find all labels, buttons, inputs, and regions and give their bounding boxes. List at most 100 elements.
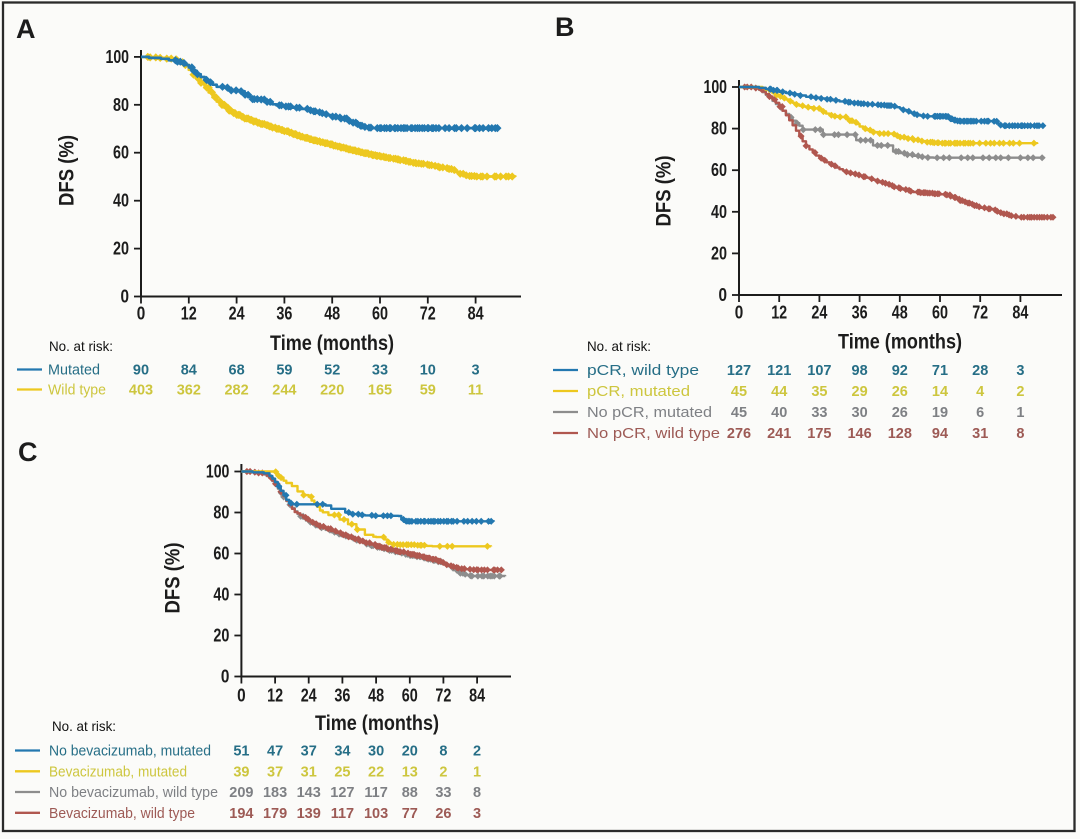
svg-text:48: 48 [368, 686, 384, 706]
svg-text:276: 276 [727, 426, 751, 442]
svg-text:6: 6 [976, 405, 984, 421]
svg-text:Time (months): Time (months) [270, 332, 394, 355]
svg-text:60: 60 [213, 544, 229, 564]
svg-text:35: 35 [811, 384, 827, 400]
svg-text:Bevacizumab, mutated: Bevacizumab, mutated [49, 764, 187, 780]
svg-text:45: 45 [731, 405, 747, 421]
svg-text:71: 71 [932, 363, 948, 379]
svg-text:28: 28 [972, 363, 988, 379]
svg-text:0: 0 [121, 287, 130, 307]
svg-text:33: 33 [372, 363, 388, 379]
svg-text:22: 22 [368, 764, 384, 780]
svg-text:34: 34 [334, 744, 350, 760]
svg-text:33: 33 [435, 785, 451, 801]
svg-text:45: 45 [731, 384, 747, 400]
svg-text:72: 72 [435, 686, 451, 706]
svg-text:0: 0 [221, 667, 230, 687]
svg-text:60: 60 [932, 303, 948, 323]
svg-text:0: 0 [237, 686, 246, 706]
svg-text:59: 59 [276, 363, 292, 379]
svg-text:88: 88 [402, 785, 418, 801]
svg-text:94: 94 [932, 426, 948, 442]
svg-text:48: 48 [324, 304, 340, 324]
svg-text:59: 59 [420, 383, 436, 399]
svg-text:2: 2 [473, 744, 481, 760]
svg-text:128: 128 [888, 426, 912, 442]
svg-text:20: 20 [213, 626, 229, 646]
svg-text:C: C [18, 437, 38, 467]
svg-text:100: 100 [704, 77, 728, 97]
svg-text:100: 100 [106, 47, 130, 67]
svg-text:pCR, wild type: pCR, wild type [587, 363, 699, 379]
svg-text:4: 4 [976, 384, 984, 400]
svg-text:14: 14 [932, 384, 948, 400]
svg-text:103: 103 [364, 806, 388, 822]
svg-text:51: 51 [233, 744, 249, 760]
svg-text:pCR, mutated: pCR, mutated [587, 384, 690, 400]
svg-text:Time (months): Time (months) [838, 331, 962, 354]
svg-text:77: 77 [402, 806, 418, 822]
svg-text:0: 0 [735, 303, 744, 323]
svg-text:No bevacizumab, wild type: No bevacizumab, wild type [49, 785, 218, 801]
svg-text:26: 26 [892, 405, 908, 421]
svg-text:30: 30 [852, 405, 868, 421]
svg-text:282: 282 [224, 383, 248, 399]
svg-text:403: 403 [129, 383, 153, 399]
svg-text:12: 12 [771, 303, 787, 323]
svg-text:Bevacizumab, wild type: Bevacizumab, wild type [49, 806, 195, 822]
svg-text:98: 98 [852, 363, 868, 379]
svg-text:25: 25 [334, 764, 350, 780]
svg-text:1: 1 [473, 764, 481, 780]
svg-text:220: 220 [320, 383, 344, 399]
svg-text:No pCR, mutated: No pCR, mutated [587, 405, 712, 421]
svg-text:44: 44 [771, 384, 787, 400]
svg-text:Mutated: Mutated [48, 363, 100, 379]
svg-text:3: 3 [472, 363, 480, 379]
svg-text:20: 20 [113, 239, 129, 259]
svg-text:84: 84 [1012, 303, 1028, 323]
svg-text:DFS (%): DFS (%) [162, 543, 185, 614]
svg-text:40: 40 [213, 585, 229, 605]
svg-text:117: 117 [364, 785, 387, 801]
svg-text:13: 13 [402, 764, 418, 780]
svg-text:72: 72 [420, 304, 436, 324]
svg-text:11: 11 [468, 383, 483, 399]
svg-text:31: 31 [972, 426, 988, 442]
svg-text:139: 139 [297, 806, 321, 822]
svg-text:No. at risk:: No. at risk: [587, 338, 651, 354]
svg-text:26: 26 [892, 384, 908, 400]
svg-text:60: 60 [402, 686, 418, 706]
svg-text:2: 2 [1016, 384, 1024, 400]
svg-text:362: 362 [177, 383, 201, 399]
svg-text:146: 146 [847, 426, 871, 442]
svg-text:179: 179 [263, 806, 287, 822]
svg-text:24: 24 [811, 303, 827, 323]
svg-text:3: 3 [1016, 363, 1024, 379]
svg-text:80: 80 [711, 119, 727, 139]
svg-text:175: 175 [807, 426, 831, 442]
svg-text:36: 36 [852, 303, 868, 323]
svg-text:52: 52 [324, 363, 340, 379]
svg-text:194: 194 [229, 806, 253, 822]
svg-text:No. at risk:: No. at risk: [52, 718, 116, 734]
svg-text:36: 36 [334, 686, 350, 706]
svg-text:80: 80 [113, 95, 129, 115]
svg-text:No. at risk:: No. at risk: [49, 338, 113, 354]
svg-text:60: 60 [711, 160, 727, 180]
svg-text:3: 3 [473, 806, 481, 822]
svg-text:92: 92 [892, 363, 908, 379]
svg-text:183: 183 [263, 785, 287, 801]
svg-text:DFS (%): DFS (%) [653, 156, 676, 227]
svg-text:33: 33 [811, 405, 827, 421]
svg-text:0: 0 [137, 304, 146, 324]
svg-text:127: 127 [330, 785, 354, 801]
svg-text:72: 72 [972, 303, 988, 323]
svg-text:84: 84 [181, 363, 197, 379]
svg-text:8: 8 [439, 744, 447, 760]
svg-text:No bevacizumab, mutated: No bevacizumab, mutated [49, 744, 211, 760]
svg-text:80: 80 [213, 503, 229, 523]
svg-text:24: 24 [301, 686, 317, 706]
svg-text:24: 24 [229, 304, 245, 324]
svg-text:36: 36 [276, 304, 292, 324]
svg-text:84: 84 [468, 304, 484, 324]
